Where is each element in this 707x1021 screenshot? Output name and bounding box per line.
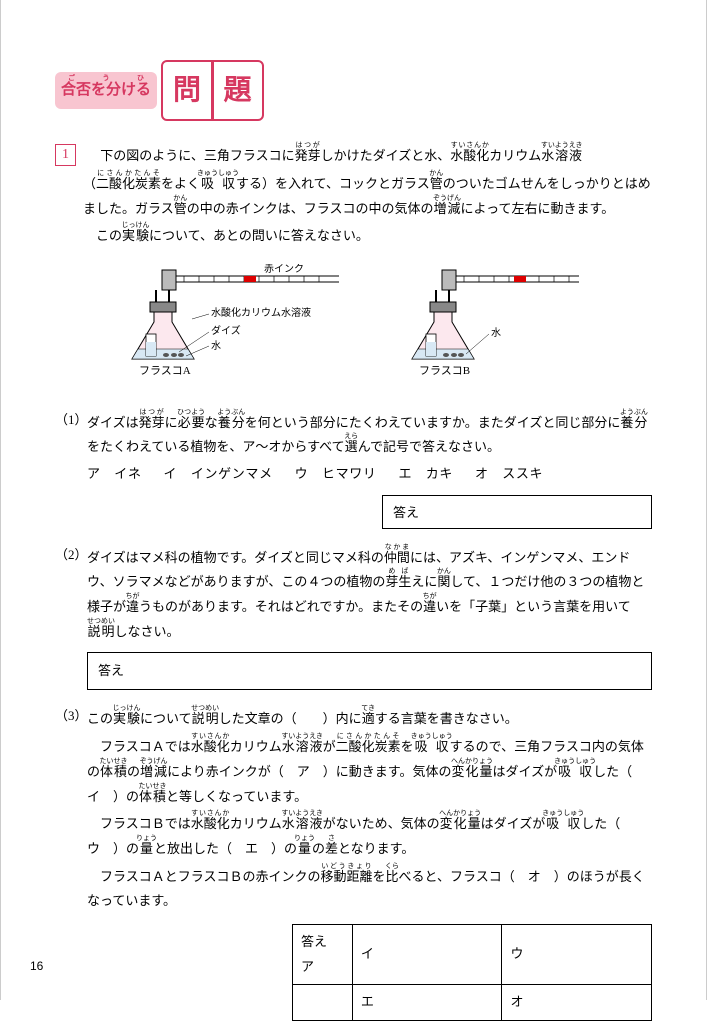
- badge-char-1: 問: [163, 62, 211, 119]
- q1-choices: ア イネ イ インゲンマメ ウ ヒマワリ エ カキ オ ススキ: [87, 462, 652, 487]
- badge-char-2: 題: [214, 62, 262, 119]
- sub-question-3: （3） この実験じっけんについて説明せつめいした文章の（ ）内に適てきする言葉を…: [55, 704, 652, 1021]
- flask-a-diagram: 赤インク 水酸化カリウム水溶液 ダイズ 水 フラスコA: [124, 264, 344, 388]
- page-number: 16: [30, 955, 43, 978]
- q3-number: （3）: [55, 704, 87, 1021]
- q1-answer-box: 答え: [382, 495, 652, 529]
- q3-p3: フラスコＡとフラスコＢの赤インクの移動距離いどうきょりを比くらべると、フラスコ（…: [87, 862, 652, 914]
- badge-prefix: 合否を分けるごうひ: [55, 72, 157, 109]
- svg-text:フラスコA: フラスコA: [139, 365, 191, 377]
- svg-text:ダイズ: ダイズ: [211, 324, 241, 337]
- intro-text-1: 下の図のように、三角フラスコに発芽はつがしかけたダイズと水、水酸化すいさんかカリ…: [87, 148, 582, 163]
- svg-text:水: 水: [211, 340, 221, 352]
- question-number-box: 1: [55, 144, 76, 166]
- sub-question-2: （2） ダイズはマメ科の植物です。ダイズと同じマメ科の仲間なかまには、アズキ、イ…: [55, 543, 652, 691]
- section-header: 合否を分けるごうひ 問 題: [55, 60, 264, 121]
- q3-p1: フラスコＡでは水酸化すいさんかカリウム水溶液すいようえきが二酸化炭素にさんかたん…: [87, 732, 652, 809]
- flask-b-diagram: 水 フラスコB: [404, 264, 584, 388]
- q3-lead: この実験じっけんについて説明せつめいした文章の（ ）内に適てきする言葉を書きなさ…: [87, 704, 652, 732]
- svg-text:水: 水: [491, 327, 501, 339]
- q1-number: （1）: [55, 408, 87, 529]
- badge-title-box: 問 題: [161, 60, 264, 121]
- q3-answer-table: 答え ア イ ウ エ オ: [292, 924, 652, 1021]
- q2-number: （2）: [55, 543, 87, 691]
- svg-text:水酸化カリウム水溶液: 水酸化カリウム水溶液: [211, 306, 311, 319]
- svg-text:フラスコB: フラスコB: [419, 365, 470, 377]
- q3-p2: フラスコＢでは水酸化すいさんかカリウム水溶液すいようえきがないため、気体の変化量…: [87, 809, 652, 861]
- question-intro: 1 下の図のように、三角フラスコに発芽はつがしかけたダイズと水、水酸化すいさんか…: [55, 141, 652, 249]
- diagram-area: 赤インク 水酸化カリウム水溶液 ダイズ 水 フラスコA: [55, 264, 652, 388]
- q2-text: ダイズはマメ科の植物です。ダイズと同じマメ科の仲間なかまには、アズキ、インゲンマ…: [87, 543, 652, 645]
- sub-question-1: （1） ダイズは発芽はつがに必要ひつような養分ようぶんを何という部分にたくわえて…: [55, 408, 652, 529]
- q2-answer-box: 答え: [87, 652, 652, 690]
- ink-label: 赤インク: [264, 264, 304, 275]
- intro-text-1b: （二酸化炭素にさんかたんそをよく吸収きゅうしゅうする）を入れて、コックとガラス管…: [83, 169, 652, 221]
- intro-text-2: この実験じっけんについて、あとの問いに答えなさい。: [83, 221, 652, 249]
- q1-text: ダイズは発芽はつがに必要ひつような養分ようぶんを何という部分にたくわえていますか…: [87, 408, 652, 460]
